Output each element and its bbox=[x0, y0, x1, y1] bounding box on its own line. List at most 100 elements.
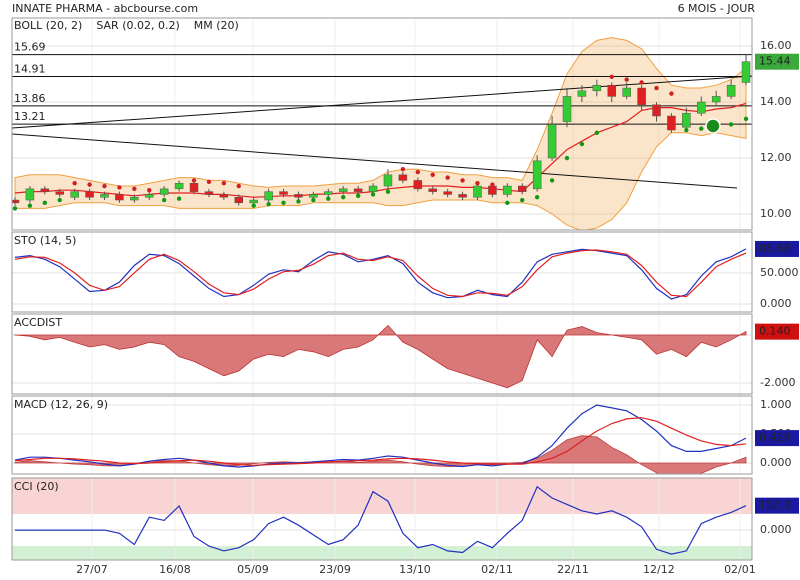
candle-body bbox=[741, 61, 751, 83]
candle-body bbox=[577, 90, 587, 97]
sar-dot bbox=[400, 167, 406, 172]
sar-dot bbox=[236, 183, 241, 189]
candle-body bbox=[711, 96, 721, 103]
marker-icon bbox=[705, 118, 721, 134]
line bbox=[14, 248, 747, 300]
candle-body bbox=[652, 104, 661, 117]
line bbox=[14, 249, 747, 298]
candle-body bbox=[428, 188, 437, 192]
candle-body bbox=[130, 196, 139, 201]
sar-dot bbox=[594, 130, 600, 136]
sar-dot bbox=[117, 185, 122, 190]
y-tick-label: 50.000 bbox=[760, 266, 799, 279]
line bbox=[14, 417, 747, 466]
x-tick-label: 02/11 bbox=[481, 563, 513, 576]
trendline bbox=[12, 75, 752, 129]
last-value-label: 15.44 bbox=[759, 55, 791, 68]
candle-body bbox=[85, 191, 94, 198]
sar-dot bbox=[57, 197, 62, 203]
sar-dot bbox=[460, 178, 465, 183]
y-tick-label: 14.00 bbox=[760, 95, 792, 108]
sar-dot bbox=[176, 196, 182, 201]
chart-title: INNATE PHARMA - abcbourse.com bbox=[12, 2, 198, 15]
sar-dot bbox=[445, 175, 450, 180]
candle-body bbox=[309, 194, 318, 198]
x-tick-label: 12/12 bbox=[643, 563, 675, 576]
sar-dot bbox=[624, 77, 629, 82]
sar-dot bbox=[579, 141, 585, 147]
candle-body bbox=[159, 188, 169, 195]
y-tick-label: -2.000 bbox=[760, 376, 795, 389]
panel-frame bbox=[11, 17, 753, 231]
candle-body bbox=[592, 84, 602, 92]
sar-dot bbox=[147, 188, 152, 193]
sar-dot bbox=[475, 181, 480, 186]
candle-body bbox=[488, 185, 497, 195]
candle-body bbox=[145, 194, 154, 198]
candle-body bbox=[294, 194, 303, 198]
sar-dot bbox=[639, 80, 644, 85]
x-tick-label: 27/07 bbox=[76, 563, 108, 576]
candle-body bbox=[443, 191, 452, 195]
candle-body bbox=[547, 124, 557, 159]
panel-title: CCI (20) bbox=[14, 480, 59, 493]
sar-dot bbox=[206, 179, 212, 185]
candle-body bbox=[12, 199, 20, 204]
sar-dot bbox=[370, 192, 376, 197]
trendline bbox=[12, 133, 738, 189]
sar-dot bbox=[564, 155, 570, 161]
sar-dot bbox=[27, 203, 33, 208]
zone bbox=[12, 478, 752, 515]
panel-title: ACCDIST bbox=[14, 316, 62, 329]
y-tick-label: 0.000 bbox=[760, 297, 792, 310]
line bbox=[14, 404, 747, 468]
x-tick-label: 05/09 bbox=[237, 563, 269, 576]
last-value-label: 0.140 bbox=[759, 325, 791, 338]
period: 6 MOIS - JOUR bbox=[678, 2, 756, 15]
sar-dot bbox=[743, 116, 749, 122]
sar-dot bbox=[728, 122, 734, 127]
sar-dot bbox=[251, 203, 256, 208]
candle-body bbox=[70, 191, 79, 198]
candle-body bbox=[383, 174, 393, 187]
candle-body bbox=[473, 185, 482, 198]
candle-body bbox=[100, 194, 109, 198]
sar-dot bbox=[490, 182, 495, 187]
panel bbox=[12, 396, 752, 474]
legend-entry: SAR (0.02, 0.2) bbox=[96, 19, 179, 32]
panel-title: STO (14, 5) bbox=[14, 234, 76, 247]
sar-dot bbox=[42, 200, 48, 206]
panel-frame bbox=[11, 395, 753, 475]
y-tick-label: 10.00 bbox=[760, 207, 792, 220]
sar-dot bbox=[12, 206, 18, 211]
zone bbox=[12, 546, 752, 560]
sar-dot bbox=[534, 195, 540, 200]
candle-body bbox=[413, 180, 423, 190]
candle-body bbox=[697, 101, 706, 114]
sar-dot bbox=[102, 183, 107, 189]
legend-entry: MM (20) bbox=[194, 19, 239, 32]
sar-dot bbox=[415, 169, 421, 175]
sar-dot bbox=[520, 197, 525, 203]
x-tick-label: 22/11 bbox=[557, 563, 589, 576]
last-value-box bbox=[755, 430, 799, 447]
sar-dot bbox=[699, 126, 704, 131]
candle-body bbox=[204, 191, 214, 195]
panel-frame bbox=[11, 231, 753, 313]
sar-dot bbox=[72, 181, 77, 186]
sar-dot bbox=[355, 193, 361, 199]
sar-dot bbox=[326, 196, 331, 201]
last-value-label: 88.68 bbox=[759, 242, 791, 255]
panel bbox=[12, 18, 752, 230]
candle-body bbox=[503, 185, 512, 195]
candle-body bbox=[264, 191, 273, 201]
level-label: 13.86 bbox=[14, 92, 46, 105]
candle-body bbox=[517, 185, 527, 192]
sar-dot bbox=[430, 172, 435, 178]
candle-body bbox=[234, 196, 244, 204]
panel-frame bbox=[11, 313, 753, 395]
x-tick-label: 16/08 bbox=[159, 563, 191, 576]
level-label: 14.91 bbox=[14, 63, 46, 76]
sar-dot bbox=[311, 197, 316, 203]
